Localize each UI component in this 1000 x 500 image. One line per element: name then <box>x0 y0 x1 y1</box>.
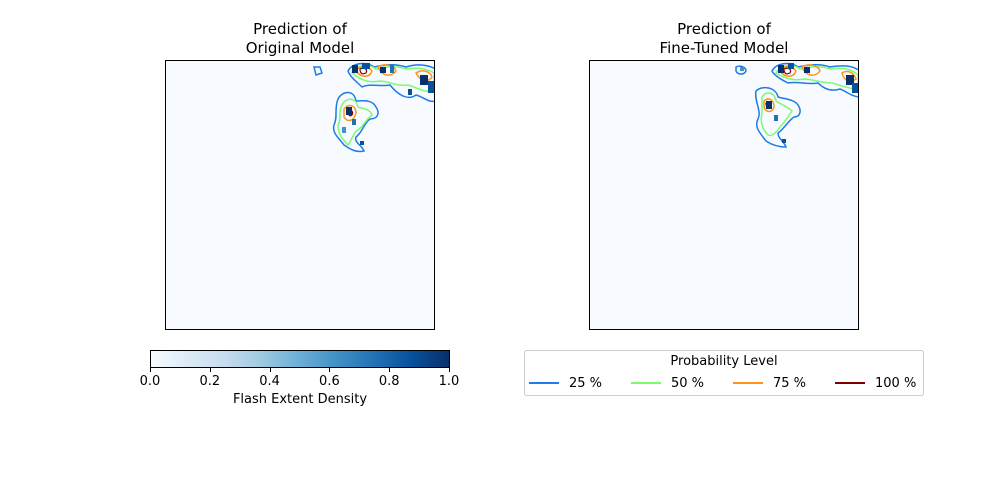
right-contour-25 <box>735 62 858 148</box>
colorbar-tick <box>449 368 450 372</box>
colorbar-tick-label: 0.6 <box>319 374 340 389</box>
left-contour-50 <box>337 64 434 147</box>
right-heatmap-svg <box>735 62 858 148</box>
left-panel-title: Prediction of Original Model <box>245 20 355 57</box>
legend-item-75: 75 % <box>733 375 806 391</box>
right-contour-50 <box>760 64 858 137</box>
left-density-cells <box>342 63 434 145</box>
colorbar-tick <box>150 368 151 372</box>
probability-legend: Probability Level 25 % 50 % 75 % 100 % <box>524 350 924 396</box>
colorbar-tick-label: 0.0 <box>139 374 161 389</box>
right-heatmap-panel <box>589 60 859 330</box>
legend-line-25 <box>529 381 559 385</box>
left-heatmap-panel <box>165 60 435 330</box>
colorbar-label: Flash Extent Density <box>232 392 368 407</box>
right-panel-title: Prediction of Fine-Tuned Model <box>659 20 789 57</box>
colorbar-tick <box>209 368 211 372</box>
legend-item-50: 50 % <box>631 375 704 391</box>
legend-label-75: 75 % <box>773 375 807 391</box>
legend-label-25: 25 % <box>569 375 603 391</box>
right-contour-75 <box>763 64 857 113</box>
colorbar-tick-label: 1.0 <box>438 374 460 389</box>
colorbar-tick <box>329 368 331 372</box>
right-density-cells <box>740 63 858 143</box>
legend-line-50 <box>631 381 661 385</box>
colorbar <box>150 350 450 368</box>
colorbar-tick-label: 0.8 <box>378 374 400 389</box>
colorbar-tick-label: 0.2 <box>199 374 221 389</box>
left-contour-25 <box>313 62 434 153</box>
left-heatmap-svg <box>313 62 434 153</box>
legend-line-75 <box>733 381 763 385</box>
colorbar-tick-label: 0.4 <box>259 374 280 389</box>
legend-label-50: 50 % <box>671 375 705 391</box>
legend-item-25: 25 % <box>529 375 602 391</box>
left-contour-75 <box>343 64 433 122</box>
legend-label-100: 100 % <box>875 375 917 391</box>
legend-item-100: 100 % <box>835 375 916 391</box>
colorbar-tick <box>389 368 391 372</box>
legend-title: Probability Level <box>670 354 778 369</box>
colorbar-tick <box>269 368 271 372</box>
legend-line-100 <box>835 381 865 385</box>
